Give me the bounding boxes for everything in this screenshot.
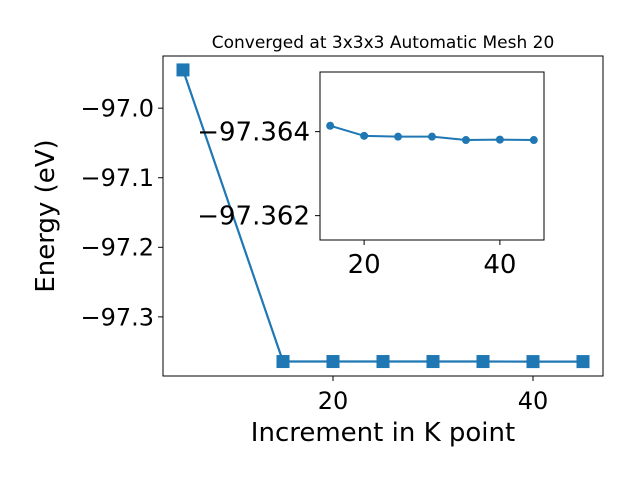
- main-chart-title: Converged at 3x3x3 Automatic Mesh 20: [212, 33, 555, 53]
- inset-plot: 20 40 −97.364 −97.362: [197, 71, 545, 280]
- inset-data-point: [394, 132, 403, 141]
- main-y-tick-label: −97.0: [80, 95, 154, 123]
- inset-x-tick-label: 40: [483, 250, 516, 280]
- main-series-line: [181, 69, 583, 363]
- inset-x-tick-label: 20: [348, 250, 381, 280]
- inset-data-point: [529, 136, 538, 145]
- main-data-point: [276, 355, 290, 369]
- main-marks: 20 40 −97.0 −97.1 −97.2 −97.3: [80, 63, 590, 415]
- inset-data-point: [428, 132, 436, 141]
- main-data-point: [576, 355, 590, 369]
- main-plot-frame: [162, 55, 604, 377]
- main-data-point: [476, 355, 490, 369]
- inset-data-point: [360, 131, 369, 140]
- main-x-tick-label: 40: [518, 387, 549, 415]
- inset-y-tick-label: −97.364: [197, 118, 310, 148]
- main-data-point: [426, 355, 440, 369]
- main-data-point: [376, 355, 390, 369]
- main-plot: Converged at 3x3x3 Automatic Mesh 20 Inc…: [31, 33, 604, 448]
- inset-data-point: [495, 135, 504, 144]
- main-y-tick-label: −97.1: [80, 164, 154, 192]
- main-y-axis-label: Energy (eV): [31, 139, 61, 292]
- main-x-axis-label: Increment in K point: [251, 418, 515, 448]
- main-data-point: [326, 355, 340, 369]
- inset-marks: 20 40 −97.364 −97.362: [197, 118, 538, 280]
- inset-data-point: [326, 121, 335, 130]
- inset-data-point: [461, 136, 470, 145]
- main-y-tick-label: −97.2: [80, 234, 154, 262]
- inset-y-tick-label: −97.362: [197, 202, 310, 232]
- main-data-point: [176, 63, 190, 77]
- main-x-tick-label: 20: [318, 387, 349, 415]
- main-data-point: [526, 355, 540, 369]
- inset-background: [320, 72, 544, 240]
- main-y-tick-label: −97.3: [80, 303, 154, 331]
- inset-plot-frame: [319, 71, 545, 241]
